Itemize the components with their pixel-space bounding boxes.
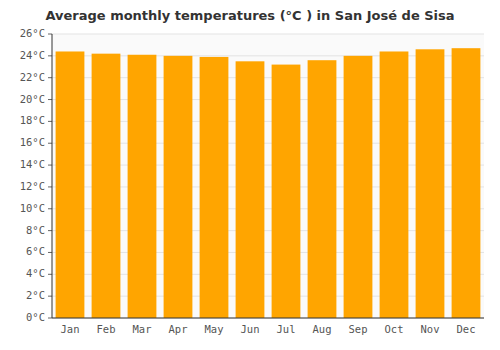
y-tick-label: 22°C (20, 71, 45, 83)
y-tick (48, 34, 52, 35)
x-tick-label: Sep (349, 323, 368, 335)
chart-svg: 0°C 2°C 4°C 6°C 8°C 10°C 12°C 14°C 16°C 18°C 20°C 2… (0, 0, 500, 350)
x-tick-label: Feb (97, 323, 116, 335)
title: Average monthly temperatures (°C ) in Sa… (45, 8, 454, 23)
y-tick-label: 16°C (20, 136, 45, 148)
x-tick-label: Jun (241, 323, 260, 335)
y-tick (48, 186, 52, 187)
grid-line (52, 34, 484, 35)
y-tick-label: 24°C (20, 49, 45, 61)
y-tick-label: 0°C (26, 311, 45, 323)
x-tick-labels: Jan Feb Mar Apr May Jun Jul Aug Sep Oct Nov Dec (61, 323, 476, 335)
y-tick-label: 12°C (20, 180, 45, 192)
y-tick (48, 252, 52, 253)
y-tick (48, 99, 52, 100)
y-tick (48, 318, 52, 319)
y-tick-labels: 0°C 2°C 4°C 6°C 8°C 10°C 12°C 14°C 16°C 18°C 20°C 2… (20, 27, 52, 323)
bar (236, 61, 265, 318)
y-axis-line (52, 34, 53, 318)
x-tick-label: Dec (457, 323, 476, 335)
plot-background (52, 34, 484, 318)
y-tick (48, 208, 52, 209)
y-tick-label: 6°C (26, 245, 45, 257)
bar (344, 56, 373, 318)
bar (56, 51, 85, 318)
bar (272, 65, 301, 318)
y-tick (48, 77, 52, 78)
x-axis-line (52, 318, 484, 319)
bar (164, 56, 193, 318)
bar (452, 48, 481, 318)
y-tick-label: 14°C (20, 158, 45, 170)
y-tick-label: 2°C (26, 289, 45, 301)
x-tick-label: Jul (277, 323, 296, 335)
y-tick-label: 8°C (26, 224, 45, 236)
y-tick-label: 18°C (20, 114, 45, 126)
grid (52, 34, 484, 318)
y-tick (48, 121, 52, 122)
y-tick (48, 274, 52, 275)
x-tick-label: Oct (385, 323, 404, 335)
y-tick (48, 55, 52, 56)
y-tick-label: 4°C (26, 267, 45, 279)
y-tick (48, 165, 52, 166)
bars (56, 48, 481, 318)
y-tick (48, 296, 52, 297)
bar (380, 51, 409, 318)
x-tick-label: Nov (421, 323, 440, 335)
x-tick-label: Apr (169, 323, 188, 335)
bar (92, 54, 121, 318)
bar (200, 57, 229, 318)
bar (308, 60, 337, 318)
chart-container: 0°C 2°C 4°C 6°C 8°C 10°C 12°C 14°C 16°C 18°C 20°C 2… (0, 0, 500, 350)
x-tick-label: Jan (61, 323, 80, 335)
y-tick-label: 26°C (20, 27, 45, 39)
y-tick-label: 20°C (20, 93, 45, 105)
bar (416, 49, 445, 318)
y-tick-label: 10°C (20, 202, 45, 214)
x-tick-label: Mar (133, 323, 152, 335)
y-tick (48, 230, 52, 231)
grid-line (52, 318, 484, 319)
x-tick-label: Aug (313, 323, 332, 335)
bar (128, 55, 157, 318)
x-tick-label: May (205, 323, 224, 335)
y-tick (48, 143, 52, 144)
